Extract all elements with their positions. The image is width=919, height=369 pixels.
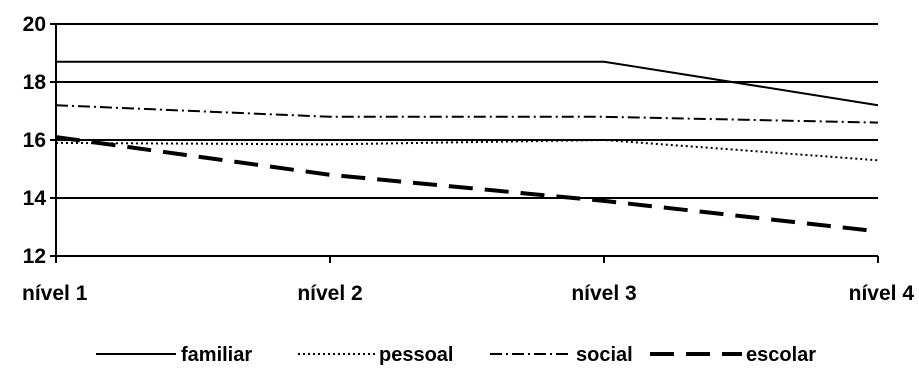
legend-label-pessoal: pessoal — [379, 344, 453, 366]
x-tick-label-0: nível 1 — [22, 282, 88, 305]
legend-label-familiar: familiar — [181, 344, 252, 366]
y-tick-label-14: 14 — [23, 187, 47, 210]
axes — [50, 23, 879, 263]
series-lines — [55, 60, 879, 234]
legend-item-social: social — [490, 344, 633, 366]
series-line-pessoal — [55, 139, 879, 162]
series-line-social — [55, 104, 879, 124]
x-tick-label-3: nível 4 — [849, 282, 915, 305]
legend-label-escolar: escolar — [746, 344, 816, 366]
legend-item-familiar: familiar — [96, 344, 252, 366]
legend: familiar pessoal social escolar — [96, 344, 816, 366]
x-tick-label-1: nível 2 — [297, 282, 362, 305]
y-tick-label-20: 20 — [23, 13, 46, 36]
legend-label-social: social — [576, 344, 633, 366]
x-tick-label-2: nível 3 — [571, 282, 636, 305]
y-tick-labels: 12 14 16 18 20 — [23, 13, 47, 268]
y-tick-label-18: 18 — [23, 71, 47, 94]
legend-item-escolar: escolar — [650, 344, 816, 366]
x-tick-labels: nível 1 nível 2 nível 3 nível 4 — [22, 282, 914, 305]
y-tick-label-12: 12 — [23, 245, 46, 268]
series-line-escolar — [55, 135, 879, 234]
y-tick-label-16: 16 — [23, 129, 46, 152]
legend-item-pessoal: pessoal — [298, 344, 453, 366]
series-line-familiar — [56, 60, 879, 107]
gridlines — [56, 23, 878, 199]
